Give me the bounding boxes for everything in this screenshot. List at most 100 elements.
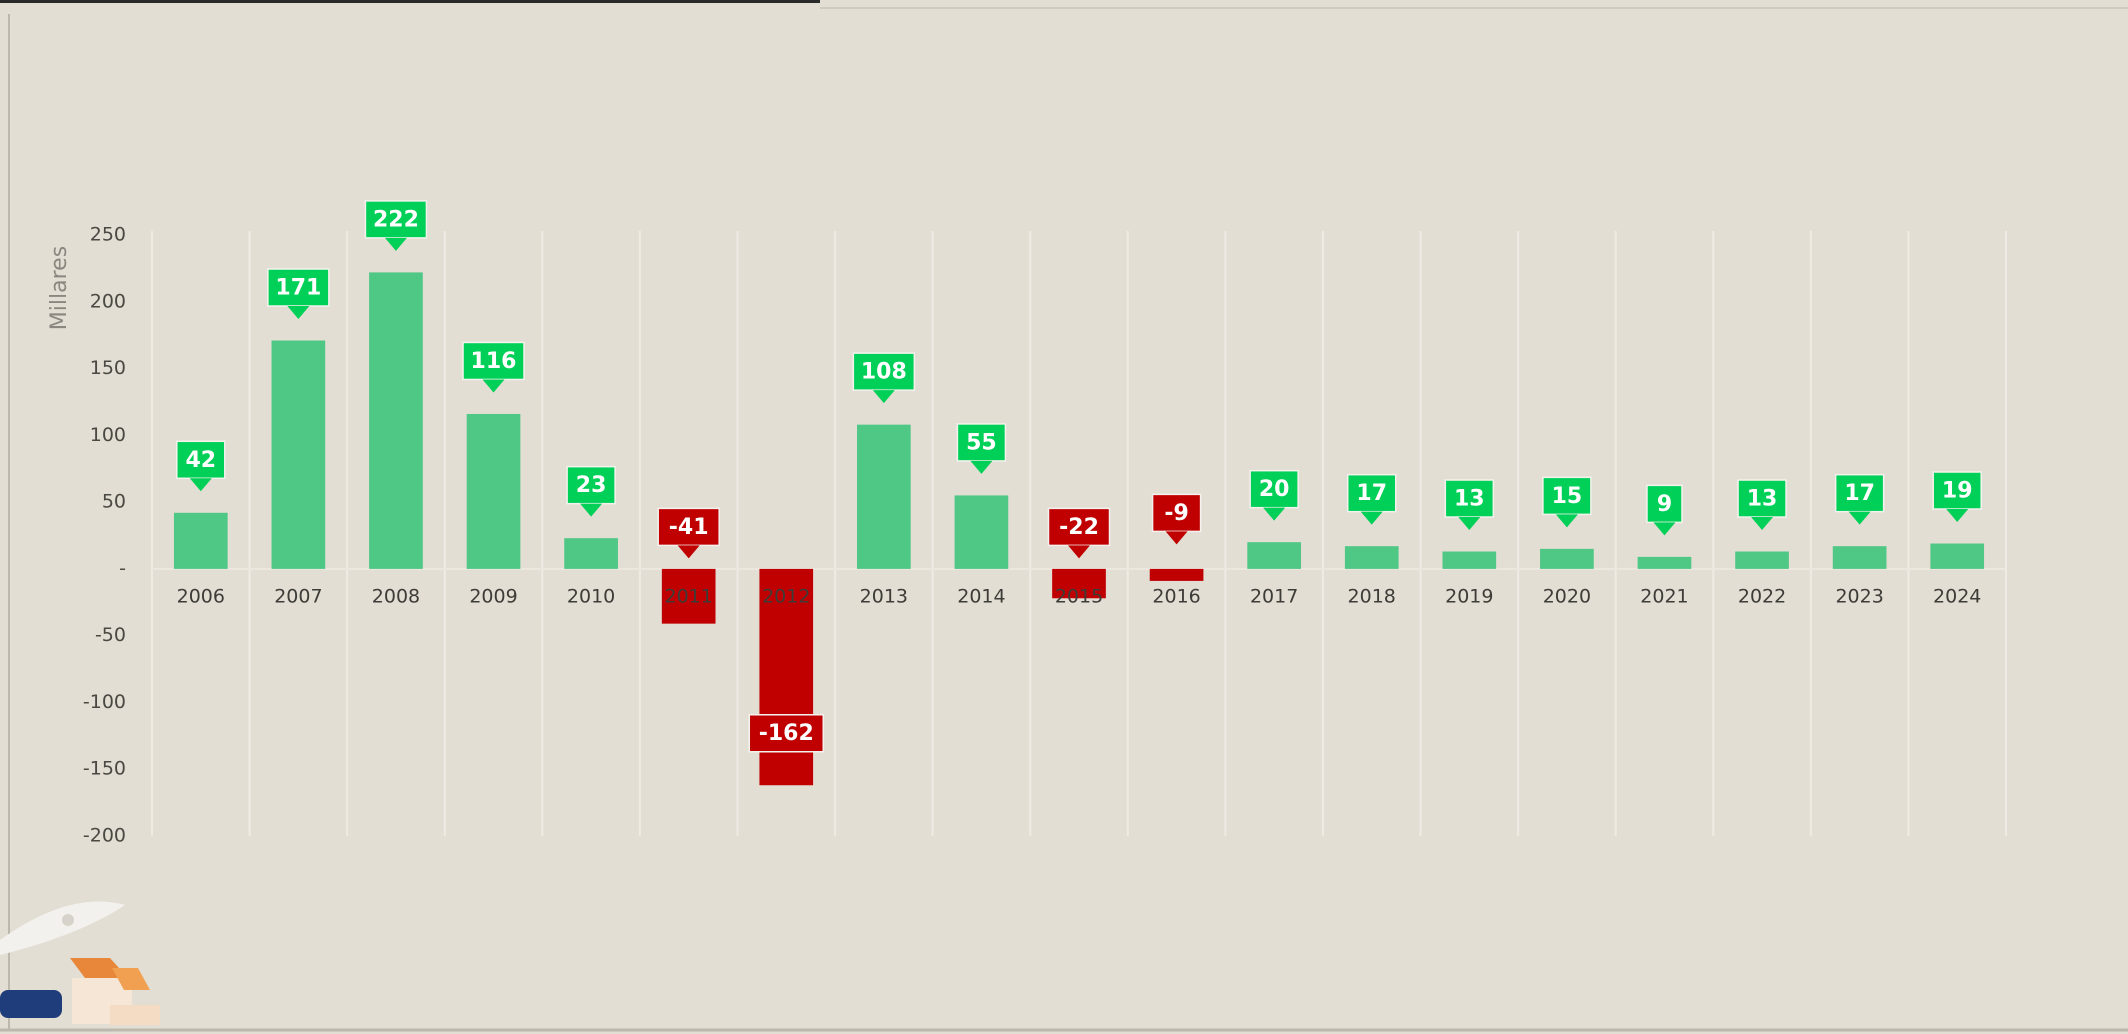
value-label: -9: [1164, 501, 1188, 526]
bar: [271, 340, 326, 569]
label-arrow: [384, 237, 407, 251]
decoration: [0, 901, 160, 1025]
x-tick-label: 2020: [1543, 585, 1591, 607]
label-arrow: [1848, 511, 1871, 525]
bar: [857, 424, 911, 569]
x-tick-label: 2007: [274, 585, 322, 607]
label-arrow: [1360, 511, 1383, 525]
label-box: [1047, 507, 1111, 547]
y-tick-label: 150: [90, 357, 126, 379]
value-label: 55: [966, 430, 997, 455]
label-arrow: [1263, 507, 1286, 521]
x-tick-label: 2016: [1152, 585, 1200, 607]
top-bar: [0, 0, 820, 3]
value-label: 20: [1259, 477, 1290, 502]
label-arrow: [677, 545, 700, 559]
value-label: 108: [861, 360, 907, 385]
label-arrow: [1458, 517, 1481, 531]
label-box: [1151, 493, 1202, 533]
label-arrow: [1068, 545, 1090, 559]
label-box: [1249, 469, 1299, 509]
x-tick-label: 2009: [469, 585, 517, 607]
bar: [564, 538, 618, 569]
bar: [1637, 556, 1692, 569]
value-label: 23: [576, 473, 607, 498]
y-tick-label: -: [119, 557, 126, 579]
label-box: [176, 440, 226, 480]
y-axis-title: Millares: [47, 246, 72, 330]
value-label: 42: [185, 448, 216, 473]
bar: [1247, 542, 1301, 569]
label-box: [657, 507, 720, 547]
label-box: [1444, 479, 1495, 518]
y-tick-label: 100: [90, 424, 126, 446]
bar: [1930, 543, 1985, 569]
value-label: 17: [1356, 481, 1387, 506]
x-tick-label: 2014: [957, 585, 1005, 607]
value-label: 222: [373, 207, 419, 232]
x-tick-label: 2012: [762, 585, 810, 607]
bar: [1442, 551, 1497, 569]
y-tick-label: -100: [83, 691, 126, 713]
x-tick-label: 2010: [567, 585, 615, 607]
bar: [1344, 546, 1399, 569]
x-tick-label: 2024: [1933, 585, 1981, 607]
bar: [173, 512, 228, 569]
label-box: [1737, 479, 1787, 518]
bar: [1832, 546, 1887, 569]
value-label: 13: [1747, 487, 1778, 512]
label-box: [1932, 471, 1982, 510]
bar: [1735, 551, 1789, 569]
bar: [661, 568, 716, 624]
label-arrow: [189, 478, 212, 492]
label-arrow: [580, 503, 603, 517]
label-arrow: [1165, 531, 1188, 545]
label-arrow: [970, 460, 993, 474]
bar: [1540, 548, 1594, 569]
value-label: -22: [1059, 515, 1099, 540]
label-arrow: [482, 379, 505, 393]
value-label: 13: [1454, 487, 1485, 512]
y-tick-label: 200: [90, 290, 126, 312]
x-tick-label: 2006: [177, 585, 225, 607]
bar: [369, 272, 423, 569]
y-tick-label: 250: [90, 224, 126, 246]
bar: [954, 495, 1009, 569]
label-box: [267, 268, 330, 307]
y-tick-label: 50: [102, 491, 126, 513]
x-tick-label: 2015: [1055, 585, 1103, 607]
value-label: 9: [1657, 492, 1672, 517]
x-tick-label: 2013: [860, 585, 908, 607]
bar: [1149, 568, 1204, 581]
label-box: [748, 713, 825, 753]
label-arrow: [1555, 514, 1578, 528]
x-tick-label: 2011: [665, 585, 713, 607]
value-label: 116: [471, 349, 517, 374]
x-tick-label: 2017: [1250, 585, 1298, 607]
y-tick-label: -150: [83, 758, 126, 780]
y-tick-label: -200: [83, 825, 126, 847]
value-label: -162: [759, 721, 814, 746]
label-arrow: [1653, 522, 1676, 536]
label-box: [1346, 473, 1397, 513]
label-arrow: [1751, 517, 1774, 531]
label-arrow: [287, 306, 310, 320]
value-label: 19: [1942, 479, 1973, 504]
y-tick-label: -50: [95, 624, 126, 646]
bar: [1052, 568, 1106, 599]
value-label: 17: [1844, 481, 1875, 506]
label-box: [364, 200, 428, 239]
label-arrow: [1946, 509, 1969, 523]
x-tick-label: 2018: [1348, 585, 1396, 607]
x-tick-label: 2023: [1835, 585, 1883, 607]
x-tick-label: 2022: [1738, 585, 1786, 607]
value-label: -41: [669, 515, 709, 540]
label-box: [852, 352, 916, 391]
value-label: 15: [1552, 484, 1583, 509]
label-box: [1542, 476, 1592, 516]
value-label: 171: [275, 276, 321, 301]
x-tick-label: 2019: [1445, 585, 1493, 607]
label-arrow: [872, 390, 895, 404]
